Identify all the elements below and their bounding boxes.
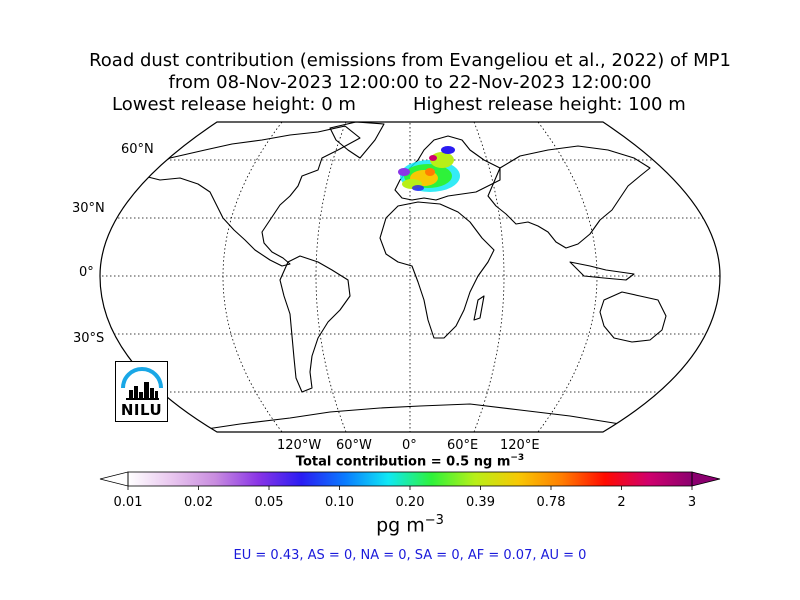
total-contribution: Total contribution = 0.5 ng m−3 (295, 453, 525, 470)
antarctica (199, 403, 661, 431)
south-america (279, 255, 351, 393)
colorbar-right-extension (691, 471, 721, 487)
units-exponent: −3 (424, 513, 444, 528)
colorbar-tick-label: 0.78 (536, 495, 566, 510)
parallels (100, 159, 720, 393)
meridians (222, 122, 598, 432)
colorbar-tick-label: 0.39 (466, 495, 495, 510)
coastlines (139, 122, 667, 431)
north-america (139, 125, 361, 267)
concentration-plume (398, 146, 460, 192)
lon-label-120e: 120°E (500, 438, 540, 453)
map-boundary (99, 121, 721, 433)
madagascar (473, 295, 485, 321)
lat-label-30s: 30°S (73, 331, 105, 346)
colorbar (99, 471, 721, 490)
colorbar-tick-label: 0.02 (184, 495, 213, 510)
lon-label-60w: 60°W (336, 438, 372, 453)
asia (487, 145, 651, 249)
lat-label-60n: 60°N (121, 142, 154, 157)
africa (379, 201, 495, 339)
lon-label-120w: 120°W (277, 438, 322, 453)
nilu-logo: NILU (115, 361, 168, 422)
lat-label-30n: 30°N (72, 201, 105, 216)
lat-label-equator: 0° (79, 265, 94, 280)
colorbar-tick-label: 0.01 (113, 495, 143, 510)
colorbar-tick-label: 2 (617, 495, 626, 510)
lon-label-60e: 60°E (447, 438, 479, 453)
title-line-3-left: Lowest release height: 0 m (112, 94, 356, 115)
total-exponent: −3 (510, 453, 525, 463)
title-line-2: from 08-Nov-2023 12:00:00 to 22-Nov-2023… (168, 72, 652, 93)
colorbar-units: pg m−3 (376, 513, 444, 537)
greenland (329, 122, 385, 159)
regional-totals: EU = 0.43, AS = 0, NA = 0, SA = 0, AF = … (233, 548, 587, 563)
colorbar-tick-label: 0.10 (325, 495, 354, 510)
australia (599, 291, 667, 343)
colorbar-left-extension (99, 471, 129, 487)
nilu-logo-text: NILU (120, 401, 163, 419)
title-line-1: Road dust contribution (emissions from E… (89, 50, 731, 71)
lon-label-0: 0° (402, 438, 417, 453)
nilu-logo-mark (121, 367, 163, 400)
colorbar-tick-label: 3 (687, 495, 697, 510)
colorbar-tick-label: 0.05 (254, 495, 284, 510)
title-line-3-right: Highest release height: 100 m (413, 94, 686, 115)
colorbar-tick-label: 0.20 (395, 495, 425, 510)
indonesia (569, 261, 635, 281)
